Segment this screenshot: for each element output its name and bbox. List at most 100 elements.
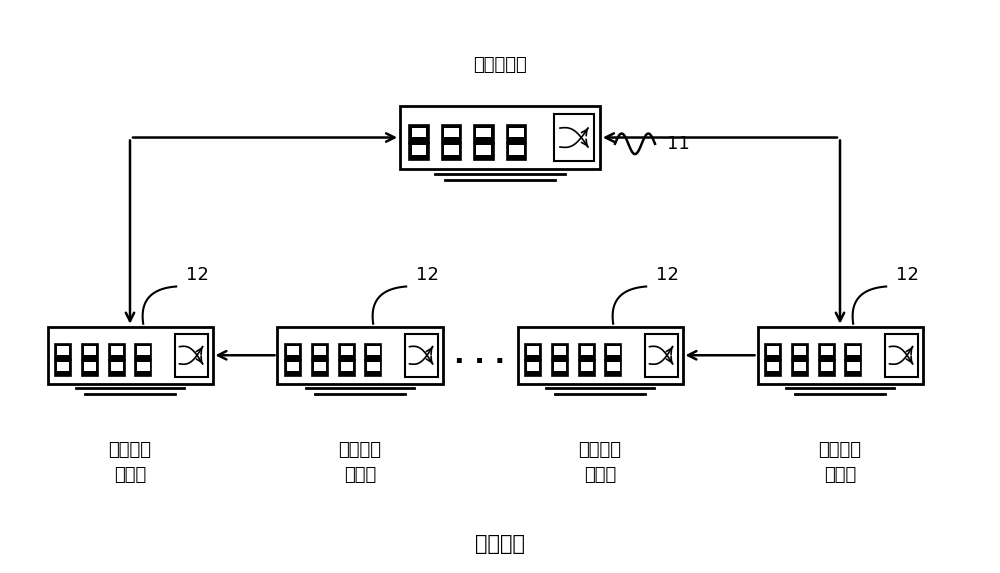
- Bar: [509, 128, 524, 138]
- Bar: [400, 106, 600, 169]
- Bar: [82, 344, 98, 360]
- Bar: [552, 360, 568, 376]
- Text: 12: 12: [416, 266, 439, 284]
- Bar: [111, 362, 123, 371]
- Bar: [339, 344, 355, 360]
- Bar: [109, 344, 125, 360]
- Bar: [109, 360, 125, 376]
- Bar: [57, 346, 69, 355]
- Bar: [845, 360, 861, 376]
- Text: 通信系统: 通信系统: [475, 535, 525, 554]
- Bar: [84, 362, 96, 371]
- Bar: [82, 360, 98, 376]
- Bar: [314, 362, 326, 371]
- Bar: [341, 346, 353, 355]
- Bar: [794, 362, 806, 371]
- Bar: [442, 125, 461, 143]
- Text: 12: 12: [186, 266, 209, 284]
- Bar: [405, 333, 438, 377]
- Bar: [821, 362, 833, 371]
- Bar: [312, 344, 328, 360]
- Bar: [792, 344, 808, 360]
- Bar: [48, 327, 213, 384]
- Bar: [527, 346, 539, 355]
- Bar: [581, 362, 593, 371]
- Bar: [444, 145, 459, 155]
- Bar: [412, 128, 426, 138]
- Bar: [765, 360, 781, 376]
- Bar: [476, 128, 491, 138]
- Text: 12: 12: [896, 266, 919, 284]
- Bar: [845, 344, 861, 360]
- Bar: [507, 143, 526, 160]
- Bar: [847, 362, 860, 371]
- Text: . . .: . . .: [454, 342, 506, 369]
- Bar: [409, 125, 429, 143]
- Bar: [821, 346, 833, 355]
- Bar: [314, 346, 326, 355]
- Bar: [605, 344, 621, 360]
- Bar: [605, 360, 621, 376]
- Bar: [792, 360, 808, 376]
- Bar: [137, 362, 150, 371]
- Bar: [365, 360, 381, 376]
- Bar: [767, 346, 779, 355]
- Text: 12: 12: [656, 266, 679, 284]
- Bar: [287, 362, 299, 371]
- Bar: [767, 362, 779, 371]
- Bar: [137, 346, 150, 355]
- Bar: [552, 344, 568, 360]
- Text: 网络用户
交换机: 网络用户 交换机: [818, 441, 862, 484]
- Bar: [581, 346, 593, 355]
- Bar: [847, 346, 860, 355]
- Bar: [607, 362, 620, 371]
- Bar: [135, 344, 151, 360]
- Bar: [341, 362, 353, 371]
- Bar: [509, 145, 524, 155]
- Bar: [367, 346, 380, 355]
- Text: 核心交换机: 核心交换机: [473, 57, 527, 74]
- Bar: [579, 360, 595, 376]
- Bar: [518, 327, 682, 384]
- Bar: [367, 362, 380, 371]
- Bar: [525, 360, 541, 376]
- Bar: [55, 360, 71, 376]
- Bar: [525, 344, 541, 360]
- Bar: [57, 362, 69, 371]
- Bar: [84, 346, 96, 355]
- Bar: [645, 333, 678, 377]
- Text: 11: 11: [667, 135, 690, 153]
- Bar: [55, 344, 71, 360]
- Bar: [476, 145, 491, 155]
- Bar: [285, 344, 301, 360]
- Bar: [885, 333, 918, 377]
- Bar: [474, 143, 494, 160]
- Bar: [794, 346, 806, 355]
- Text: 网络用户
交换机: 网络用户 交换机: [338, 441, 382, 484]
- Bar: [135, 360, 151, 376]
- Bar: [554, 362, 566, 371]
- Bar: [819, 360, 835, 376]
- Bar: [287, 346, 299, 355]
- Bar: [365, 344, 381, 360]
- Text: 网络用户
交换机: 网络用户 交换机: [578, 441, 622, 484]
- Bar: [312, 360, 328, 376]
- Text: 网络用户
交换机: 网络用户 交换机: [108, 441, 152, 484]
- Bar: [758, 327, 922, 384]
- Bar: [607, 346, 620, 355]
- Bar: [507, 125, 526, 143]
- Bar: [339, 360, 355, 376]
- Bar: [579, 344, 595, 360]
- Bar: [412, 145, 426, 155]
- Bar: [554, 346, 566, 355]
- Bar: [765, 344, 781, 360]
- Bar: [474, 125, 494, 143]
- Bar: [175, 333, 208, 377]
- Bar: [277, 327, 442, 384]
- Bar: [819, 344, 835, 360]
- Bar: [285, 360, 301, 376]
- Bar: [444, 128, 459, 138]
- Bar: [442, 143, 461, 160]
- Bar: [111, 346, 123, 355]
- Bar: [527, 362, 539, 371]
